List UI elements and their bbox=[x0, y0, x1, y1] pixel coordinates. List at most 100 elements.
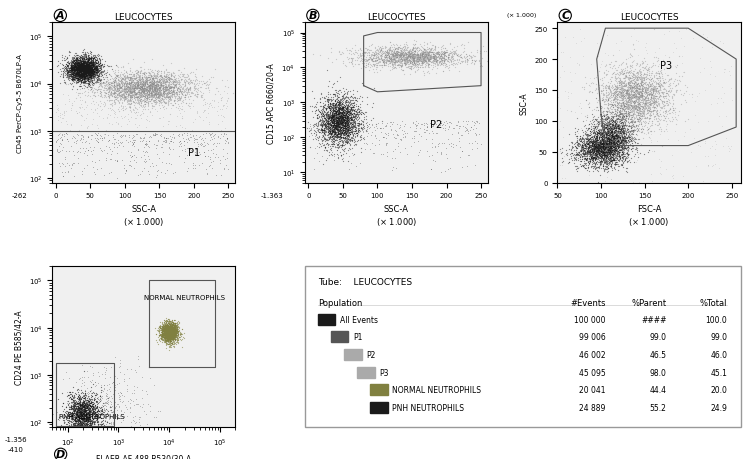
Point bbox=[130, 109, 142, 116]
Point bbox=[336, 100, 348, 107]
Point bbox=[159, 331, 171, 338]
Point bbox=[362, 60, 374, 67]
Point bbox=[343, 137, 355, 145]
Point bbox=[610, 141, 622, 148]
Point bbox=[614, 118, 626, 125]
Point bbox=[171, 322, 183, 329]
Point bbox=[65, 64, 77, 72]
Point bbox=[628, 116, 640, 123]
Point bbox=[622, 116, 634, 123]
Point bbox=[76, 68, 88, 75]
Point bbox=[319, 108, 331, 116]
Point bbox=[83, 62, 95, 69]
Point bbox=[325, 45, 337, 52]
Point bbox=[163, 334, 175, 341]
Point bbox=[128, 90, 140, 97]
Point bbox=[141, 89, 153, 96]
Point bbox=[77, 426, 89, 434]
Point bbox=[335, 112, 347, 120]
Point bbox=[77, 66, 89, 73]
Point bbox=[605, 163, 617, 170]
Point bbox=[76, 418, 88, 425]
Point bbox=[87, 66, 99, 73]
Point bbox=[588, 106, 600, 113]
Point bbox=[91, 79, 102, 86]
Point bbox=[162, 331, 174, 338]
Point bbox=[630, 86, 642, 94]
Point bbox=[79, 71, 91, 78]
Point bbox=[621, 90, 633, 97]
Point bbox=[312, 128, 324, 135]
Point bbox=[151, 87, 163, 95]
Point bbox=[598, 121, 610, 129]
Point bbox=[328, 108, 340, 115]
Point bbox=[601, 132, 613, 139]
Point bbox=[165, 321, 177, 328]
Point bbox=[162, 332, 174, 339]
Point bbox=[166, 331, 178, 339]
Point bbox=[557, 134, 569, 142]
Point bbox=[608, 129, 620, 136]
Point bbox=[612, 138, 624, 146]
Point bbox=[168, 91, 180, 98]
Point bbox=[169, 339, 181, 347]
Point bbox=[138, 88, 150, 95]
Point bbox=[331, 127, 343, 134]
Point bbox=[596, 148, 608, 155]
Point bbox=[111, 97, 123, 104]
Point bbox=[332, 124, 344, 131]
Point bbox=[165, 95, 177, 102]
Point bbox=[316, 104, 328, 112]
Point bbox=[76, 410, 88, 417]
Point bbox=[672, 80, 684, 88]
Point bbox=[94, 396, 106, 403]
Point bbox=[363, 67, 375, 74]
Point bbox=[162, 330, 174, 337]
Point bbox=[421, 50, 433, 57]
Point bbox=[610, 132, 622, 139]
Point bbox=[382, 57, 394, 64]
Point bbox=[601, 150, 613, 157]
Point bbox=[159, 332, 171, 339]
Point bbox=[616, 140, 628, 147]
Point bbox=[76, 71, 88, 78]
Point bbox=[150, 95, 162, 103]
Point bbox=[67, 160, 79, 167]
Point bbox=[70, 65, 82, 73]
Point bbox=[168, 84, 180, 92]
Point bbox=[170, 330, 182, 338]
Point bbox=[641, 102, 653, 109]
Point bbox=[149, 90, 161, 97]
Point bbox=[360, 56, 372, 63]
Point bbox=[80, 60, 92, 67]
Point bbox=[66, 67, 78, 74]
Point bbox=[392, 51, 404, 59]
Point bbox=[130, 84, 142, 92]
Point bbox=[69, 64, 81, 71]
Point bbox=[110, 75, 122, 83]
Point bbox=[445, 61, 457, 68]
Point bbox=[393, 52, 405, 59]
Point bbox=[184, 105, 196, 112]
Point bbox=[622, 64, 634, 72]
Point bbox=[82, 64, 94, 72]
Point bbox=[378, 62, 390, 70]
Point bbox=[603, 136, 615, 144]
Point bbox=[154, 99, 166, 106]
Point bbox=[90, 71, 102, 78]
Point bbox=[158, 330, 170, 337]
Point bbox=[158, 95, 170, 102]
Point bbox=[619, 157, 631, 164]
Point bbox=[622, 101, 634, 108]
Point bbox=[607, 141, 619, 148]
Point bbox=[614, 103, 626, 111]
Point bbox=[664, 106, 676, 113]
Point bbox=[622, 86, 634, 94]
Point bbox=[421, 60, 433, 67]
Point bbox=[582, 141, 594, 149]
Point bbox=[628, 98, 640, 105]
Point bbox=[158, 89, 170, 96]
Point bbox=[96, 395, 108, 402]
Point bbox=[371, 57, 383, 65]
Point bbox=[82, 403, 94, 411]
